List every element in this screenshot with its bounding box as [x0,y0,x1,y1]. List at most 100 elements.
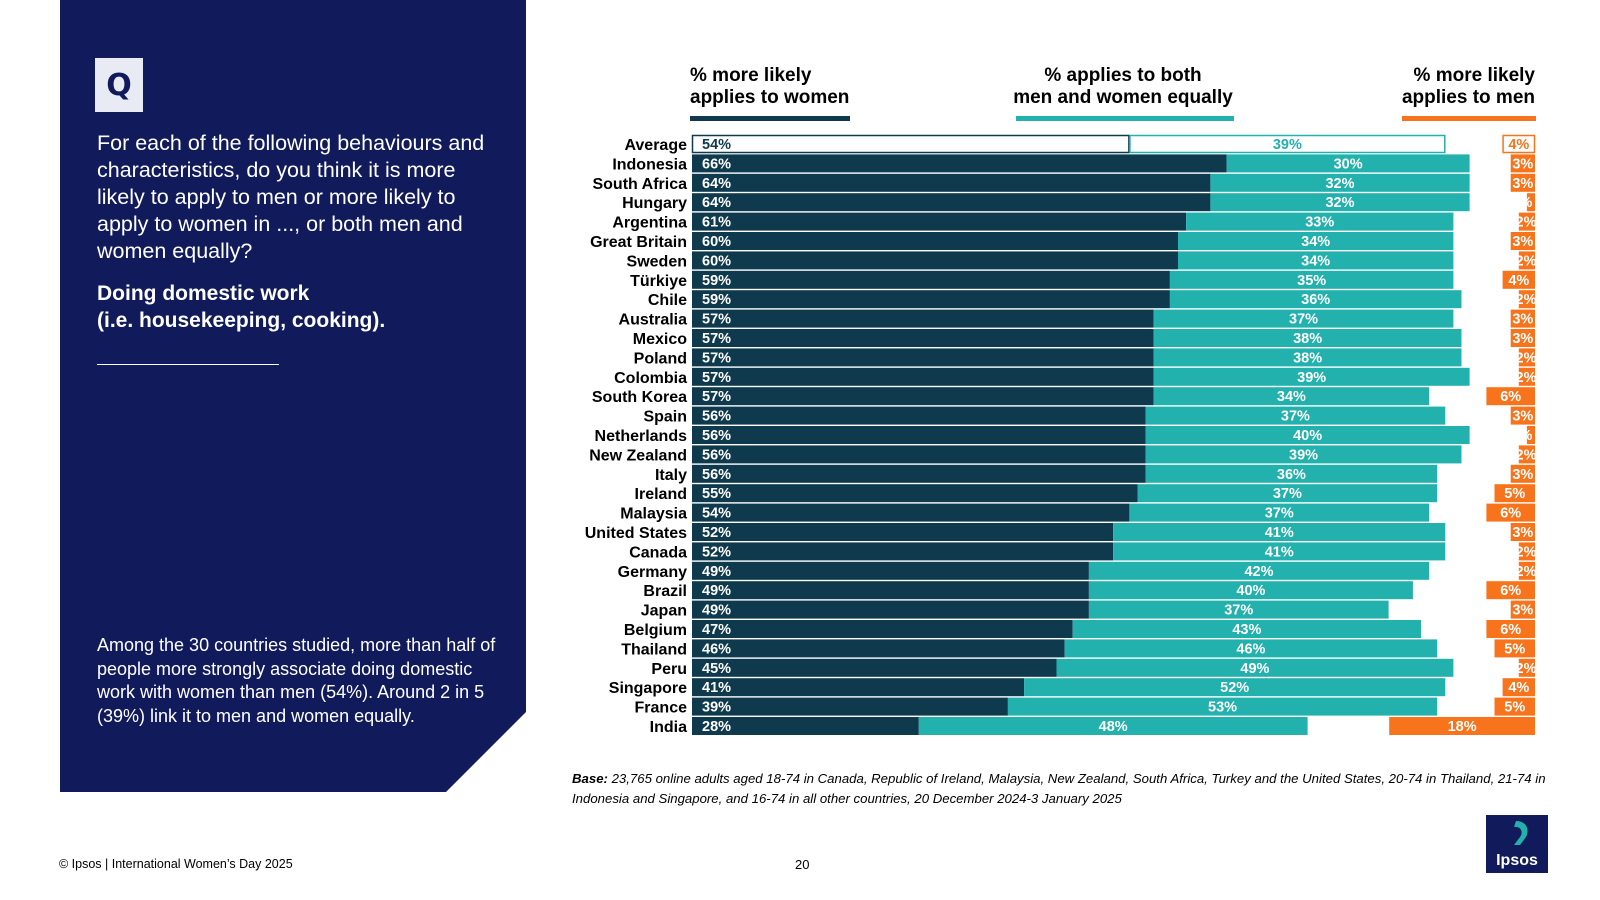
bar-both-spain [1145,406,1446,425]
bar-women-peru [692,658,1057,677]
label-men-great-britain: 3% [1512,234,1533,250]
label-men-south-korea: 6% [1500,389,1521,405]
label-women-spain: 56% [702,409,731,425]
label-men-germany: 2% [1516,564,1537,580]
label-women-hungary: 64% [702,195,731,211]
bar-both-malaysia [1129,503,1430,522]
label-both-malaysia: 37% [1265,506,1294,522]
label-both-t-rkiye: 35% [1297,273,1326,289]
bar-women-australia [692,309,1154,328]
bar-both-south-africa [1210,173,1470,192]
bar-both-t-rkiye [1169,270,1454,289]
category-label-netherlands: Netherlands [595,428,688,445]
category-label-france: France [635,700,688,717]
bar-men-peru [1518,658,1535,677]
category-label-malaysia: Malaysia [620,506,687,523]
question-panel [60,0,526,792]
label-women-canada: 52% [702,544,731,560]
bar-men-thailand [1494,639,1535,658]
base-note-text: 23,765 online adults aged 18-74 in Canad… [572,771,1546,806]
label-both-mexico: 38% [1293,331,1322,347]
label-both-india: 48% [1099,719,1128,735]
label-both-hungary: 32% [1325,195,1354,211]
label-men-new-zealand: 2% [1516,447,1537,463]
question-badge: Q [95,58,143,112]
category-label-united-states: United States [585,525,687,542]
bar-both-japan [1088,600,1389,619]
bar-both-brazil [1088,581,1413,600]
label-both-singapore: 52% [1220,680,1249,696]
label-both-south-africa: 32% [1325,176,1354,192]
label-women-germany: 49% [702,564,731,580]
category-label-singapore: Singapore [609,680,687,697]
label-women-colombia: 57% [702,370,731,386]
label-women-argentina: 61% [702,215,731,231]
base-note: Base: 23,765 online adults aged 18-74 in… [572,769,1557,809]
label-both-chile: 36% [1301,292,1330,308]
label-men-australia: 3% [1512,312,1533,328]
category-label-thailand: Thailand [621,641,687,658]
label-both-belgium: 43% [1232,622,1261,638]
bar-men-belgium [1486,620,1535,638]
label-men-spain: 3% [1512,409,1533,425]
bar-both-united-states [1113,523,1446,541]
bar-women-t-rkiye [692,270,1170,289]
label-women-italy: 56% [702,467,731,483]
bar-both-ireland [1137,484,1438,503]
bar-men-sweden [1518,251,1535,270]
legend-both-line [1016,116,1234,121]
label-women-australia: 57% [702,312,731,328]
label-women-indonesia: 66% [702,156,731,172]
bar-both-chile [1169,290,1462,309]
bar-both-singapore [1024,678,1446,697]
bar-women-japan [692,600,1089,619]
bar-men-italy [1510,464,1535,483]
bar-both-great-britain [1178,232,1454,250]
footer-copyright: © Ipsos | International Women’s Day 2025 [59,857,293,871]
bar-women-indonesia [692,154,1227,173]
bar-both-sweden [1178,251,1454,270]
bar-both-india [918,717,1308,735]
label-men-argentina: 2% [1516,215,1537,231]
bar-both-peru [1056,658,1454,677]
bar-women-poland [692,348,1154,367]
label-women-poland: 57% [702,350,731,366]
label-women-chile: 59% [702,292,731,308]
bar-men-south-africa [1510,173,1535,192]
bar-women-mexico [692,329,1154,347]
bar-women-argentina [692,212,1187,231]
bar-men-australia [1510,309,1535,328]
label-both-france: 53% [1208,700,1237,716]
label-both-sweden: 34% [1301,253,1330,269]
label-women-united-states: 52% [702,525,731,541]
bar-women-germany [692,561,1089,580]
bar-men-ireland [1494,484,1535,503]
label-both-colombia: 39% [1297,370,1326,386]
bar-men-new-zealand [1518,445,1535,464]
label-women-netherlands: 56% [702,428,731,444]
bar-women-colombia [692,367,1154,386]
bar-men-south-korea [1486,387,1535,406]
category-label-sweden: Sweden [627,253,687,270]
category-label-hungary: Hungary [622,195,687,212]
bar-women-canada [692,542,1114,561]
bar-both-belgium [1072,620,1421,638]
label-women-average: 54% [702,137,731,153]
bar-women-france [692,697,1008,716]
legend-both-label: % applies to both men and women equally [1013,65,1233,108]
label-women-france: 39% [702,700,731,716]
bar-both-germany [1088,561,1430,580]
bar-both-south-korea [1153,387,1430,406]
logo-text: Ipsos [1496,852,1538,869]
bar-women-sweden [692,251,1178,270]
bar-women-netherlands [692,426,1146,444]
bar-both-hungary [1210,193,1470,212]
bar-men-india [1389,717,1535,735]
bar-women-thailand [692,639,1065,658]
bar-men-t-rkiye [1502,270,1535,289]
base-note-label: Base: [572,771,608,786]
ipsos-logo: Ipsos [1486,815,1548,873]
bar-men-brazil [1486,581,1535,600]
bar-men-japan [1510,600,1535,619]
label-both-poland: 38% [1293,350,1322,366]
